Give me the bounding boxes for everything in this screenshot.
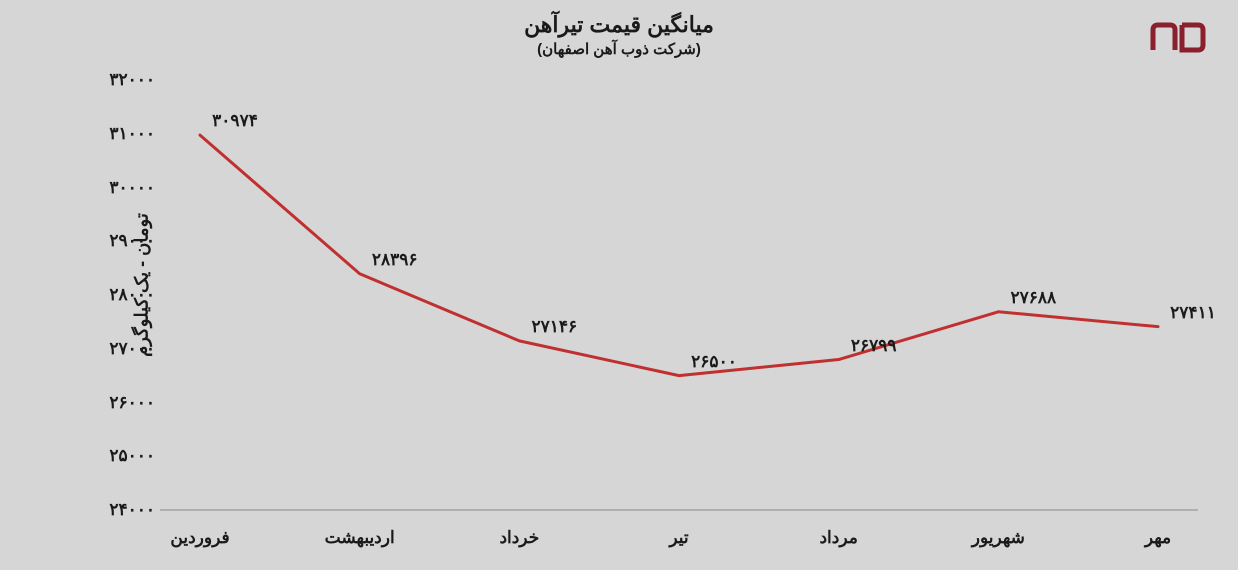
data-point-label: ۲۶۷۹۹ [851, 336, 897, 356]
data-point-label: ۲۷۱۴۶ [532, 317, 578, 337]
chart-container: میانگین قیمت تیرآهن (شرکت ذوب آهن اصفهان… [0, 0, 1238, 570]
data-line [200, 135, 1158, 375]
y-tick-label: ۳۱۰۰۰ [100, 124, 155, 144]
x-tick-label: مرداد [819, 528, 857, 548]
y-tick-label: ۲۵۰۰۰ [100, 446, 155, 466]
y-tick-label: ۲۶۰۰۰ [100, 393, 155, 413]
data-point-label: ۲۶۵۰۰ [691, 352, 737, 372]
y-tick-label: ۲۴۰۰۰ [100, 500, 155, 520]
data-point-label: ۲۷۶۸۸ [1011, 288, 1057, 308]
data-point-label: ۲۸۳۹۶ [372, 250, 418, 270]
y-tick-label: ۳۲۰۰۰ [100, 70, 155, 90]
y-tick-label: ۳۰۰۰۰ [100, 178, 155, 198]
data-point-label: ۳۰۹۷۴ [212, 111, 258, 131]
brand-logo-icon [1148, 20, 1208, 60]
chart-subtitle: (شرکت ذوب آهن اصفهان) [0, 40, 1238, 58]
x-tick-label: خرداد [499, 528, 539, 548]
x-tick-label: اردیبهشت [325, 528, 395, 548]
y-tick-label: ۲۹۰۰۰ [100, 231, 155, 251]
x-tick-label: فروردین [170, 528, 229, 548]
y-tick-label: ۲۸۰۰۰ [100, 285, 155, 305]
title-block: میانگین قیمت تیرآهن (شرکت ذوب آهن اصفهان… [0, 12, 1238, 58]
y-tick-label: ۲۷۰۰۰ [100, 339, 155, 359]
data-point-label: ۲۷۴۱۱ [1170, 303, 1216, 323]
chart-title: میانگین قیمت تیرآهن [0, 12, 1238, 38]
x-tick-label: مهر [1145, 528, 1171, 548]
x-tick-label: شهریور [972, 528, 1025, 548]
x-tick-label: تیر [669, 528, 688, 548]
